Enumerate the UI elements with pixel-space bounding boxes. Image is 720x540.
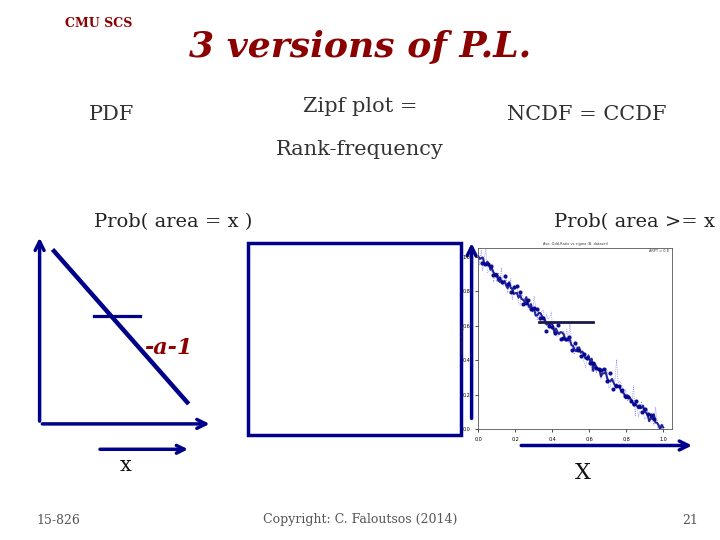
Point (476, 259, 487, 267)
Point (587, 359, 598, 368)
Point (613, 382, 625, 390)
Bar (248, 243, 461, 435)
Text: Prob( area = x ): Prob( area = x ) (94, 213, 252, 231)
Point (540, 327, 552, 336)
Point (611, 382, 622, 390)
Point (543, 322, 554, 331)
Point (555, 334, 567, 343)
Point (505, 288, 517, 296)
Point (578, 349, 590, 358)
Point (485, 261, 496, 270)
Point (572, 346, 584, 354)
Text: 21: 21 (683, 514, 698, 526)
Point (595, 365, 607, 374)
Point (511, 281, 523, 290)
Point (546, 322, 557, 331)
Text: X: X (575, 462, 591, 484)
Point (508, 283, 520, 292)
Point (639, 405, 651, 414)
Point (634, 402, 645, 410)
Text: -a-1: -a-1 (144, 338, 192, 360)
Point (487, 271, 499, 280)
Point (648, 414, 660, 423)
Point (631, 397, 642, 406)
Point (622, 393, 634, 401)
Point (636, 408, 648, 416)
Point (549, 328, 560, 337)
Text: -a: -a (630, 327, 657, 350)
Point (581, 353, 593, 362)
Point (497, 278, 508, 286)
Text: Prob( area >= x ): Prob( area >= x ) (554, 213, 720, 231)
Point (482, 260, 493, 268)
Point (642, 410, 654, 418)
Point (598, 364, 610, 373)
Point (537, 313, 549, 322)
Point (528, 303, 540, 312)
Text: x: x (120, 456, 132, 475)
Point (531, 305, 543, 314)
Text: Ave. Odd-Ratio vs sigma (B. dataset): Ave. Odd-Ratio vs sigma (B. dataset) (543, 242, 608, 246)
Text: Zipf plot =: Zipf plot = (302, 97, 418, 116)
Text: NCDF = CCDF: NCDF = CCDF (507, 105, 667, 124)
Point (552, 321, 564, 330)
Point (526, 305, 537, 313)
Point (645, 411, 657, 420)
Point (503, 279, 514, 288)
Text: 15-826: 15-826 (36, 514, 80, 526)
Point (628, 400, 639, 408)
Point (567, 345, 578, 354)
Point (561, 334, 572, 343)
Text: ARPT = 0.8: ARPT = 0.8 (649, 249, 669, 253)
Text: 3 versions of P.L.: 3 versions of P.L. (189, 30, 531, 64)
Point (575, 352, 587, 361)
Text: Rank-frequency: Rank-frequency (276, 140, 444, 159)
Point (514, 288, 526, 296)
Text: PDF: PDF (89, 105, 135, 124)
Point (493, 274, 505, 283)
Point (616, 386, 628, 394)
Text: Number of edges: Number of edges (461, 323, 464, 354)
Point (608, 385, 619, 394)
Point (593, 364, 604, 373)
Point (490, 271, 502, 280)
Point (500, 272, 511, 280)
Point (564, 333, 575, 341)
Point (590, 363, 601, 372)
Point (534, 314, 546, 322)
Point (601, 377, 613, 386)
Point (479, 259, 490, 268)
Text: Copyright: C. Faloutsos (2014): Copyright: C. Faloutsos (2014) (263, 514, 457, 526)
Point (570, 339, 581, 348)
Text: CMU SCS: CMU SCS (65, 17, 132, 30)
Point (625, 396, 636, 405)
Point (584, 359, 595, 367)
Point (520, 299, 531, 307)
Point (604, 368, 616, 377)
Point (523, 295, 534, 304)
Point (558, 334, 570, 342)
Point (619, 392, 631, 400)
Point (517, 299, 528, 308)
